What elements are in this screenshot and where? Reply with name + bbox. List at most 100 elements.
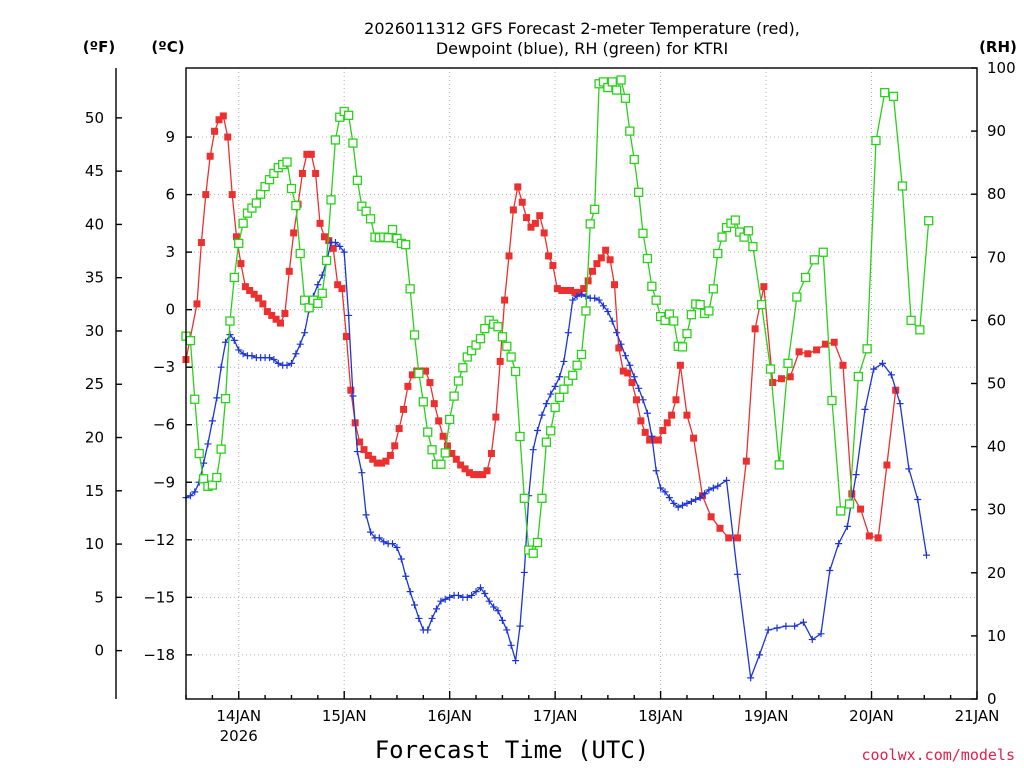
data-point	[553, 285, 561, 293]
data-point	[389, 540, 397, 548]
data-point	[696, 494, 704, 502]
credit-text: coolwx.com/models	[861, 746, 1015, 764]
data-point	[299, 295, 310, 305]
data-point	[411, 601, 419, 609]
data-point	[799, 618, 807, 626]
data-point	[550, 402, 560, 413]
data-point	[576, 349, 587, 360]
data-point	[303, 150, 311, 158]
fahrenheit-tick-label: 40	[85, 215, 104, 233]
data-point	[468, 591, 476, 599]
data-point	[274, 359, 282, 367]
data-point	[448, 450, 456, 458]
data-point	[764, 626, 772, 634]
data-point	[672, 396, 680, 404]
data-point	[505, 252, 513, 260]
data-point	[334, 281, 342, 289]
data-point	[202, 191, 210, 199]
rh-tick-label: 40	[987, 438, 1006, 456]
data-point	[380, 538, 388, 546]
data-point	[648, 432, 656, 440]
data-point	[437, 597, 445, 605]
data-point	[516, 622, 524, 630]
celsius-tick-label: −3	[153, 358, 175, 376]
data-point	[211, 127, 219, 135]
data-point	[292, 350, 300, 358]
data-point	[748, 241, 758, 252]
data-point	[397, 555, 405, 563]
data-point	[637, 417, 645, 425]
data-point	[593, 260, 601, 268]
data-point	[635, 384, 643, 392]
data-point	[630, 373, 638, 381]
data-point	[529, 446, 537, 454]
celsius-tick-label: 0	[165, 301, 175, 319]
data-point	[546, 426, 556, 436]
data-point	[709, 484, 717, 492]
data-point	[888, 91, 899, 102]
data-point	[915, 325, 925, 335]
data-point	[436, 459, 446, 469]
data-point	[567, 286, 575, 294]
data-point	[239, 350, 247, 358]
data-point	[186, 492, 194, 500]
data-point	[554, 392, 565, 403]
data-point	[588, 267, 596, 275]
data-point	[616, 75, 626, 85]
data-point	[836, 506, 846, 516]
data-point	[861, 405, 869, 413]
data-point	[542, 400, 550, 408]
data-point	[426, 379, 434, 387]
data-point	[528, 548, 538, 558]
x-tick-label: 21JAN	[955, 707, 1000, 725]
data-point	[585, 219, 595, 229]
fahrenheit-tick-label: 15	[85, 482, 104, 500]
data-point	[470, 471, 478, 479]
data-point	[281, 309, 289, 317]
data-point	[461, 465, 469, 473]
rh-unit-label: (RH)	[979, 38, 1017, 56]
data-point	[654, 436, 662, 444]
data-point	[924, 216, 934, 226]
celsius-tick-label: 3	[165, 243, 175, 261]
series-rh	[181, 75, 934, 558]
data-point	[590, 204, 600, 214]
data-point	[843, 522, 851, 530]
data-point	[668, 411, 676, 419]
data-point	[716, 524, 724, 532]
data-point	[652, 467, 660, 475]
data-point	[880, 87, 890, 98]
data-point	[922, 551, 930, 559]
data-point	[193, 300, 201, 308]
fahrenheit-tick-label: 20	[85, 429, 104, 447]
data-point	[317, 288, 327, 298]
data-point	[572, 360, 582, 370]
data-point	[862, 344, 872, 354]
data-point	[556, 373, 564, 381]
data-point	[821, 340, 829, 348]
data-point	[268, 311, 276, 319]
data-point	[414, 368, 424, 379]
data-point	[248, 352, 256, 360]
data-point	[349, 392, 357, 400]
fahrenheit-tick-label: 25	[85, 375, 104, 393]
data-point	[686, 310, 697, 320]
data-point	[742, 457, 750, 465]
data-point	[250, 290, 258, 298]
data-point	[479, 471, 487, 479]
data-point	[220, 393, 231, 404]
data-point	[423, 427, 433, 437]
data-point	[238, 218, 248, 228]
data-point	[871, 135, 881, 146]
data-point	[669, 316, 679, 326]
data-point	[347, 386, 355, 394]
data-point	[453, 376, 464, 386]
data-point	[304, 303, 314, 313]
data-point	[338, 285, 346, 293]
data-point	[830, 338, 838, 346]
data-point	[519, 493, 529, 503]
data-point	[515, 431, 525, 442]
data-point	[617, 340, 625, 348]
data-point	[602, 246, 610, 254]
